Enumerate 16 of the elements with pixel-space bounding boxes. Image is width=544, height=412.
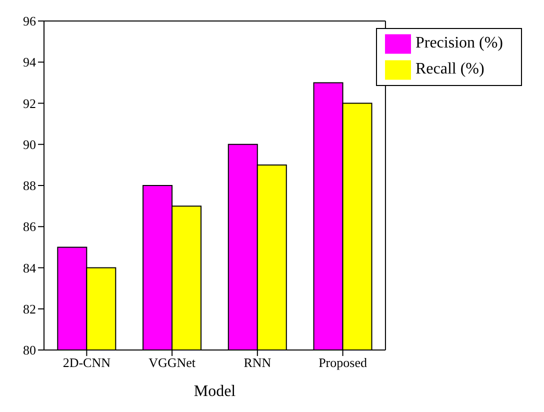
y-tick-label: 80 — [23, 342, 36, 358]
x-tick-label: VGGNet — [148, 355, 196, 370]
x-tick-label: Proposed — [318, 355, 368, 370]
x-axis-title: Model — [194, 383, 236, 400]
legend-label: Recall (%) — [415, 60, 484, 78]
legend-label: Precision (%) — [415, 34, 503, 52]
y-tick-label: 96 — [23, 14, 36, 29]
y-tick-label: 88 — [23, 178, 36, 194]
y-tick-label: 84 — [23, 260, 36, 276]
x-tick-label: RNN — [244, 355, 272, 370]
y-tick-label: 90 — [23, 136, 36, 152]
y-tick-label: 86 — [23, 219, 36, 234]
y-tick-label: 82 — [23, 301, 36, 316]
x-tick-label: 2D-CNN — [62, 355, 112, 370]
y-tick-label: 94 — [23, 54, 36, 70]
y-tick-label: 92 — [23, 96, 36, 111]
